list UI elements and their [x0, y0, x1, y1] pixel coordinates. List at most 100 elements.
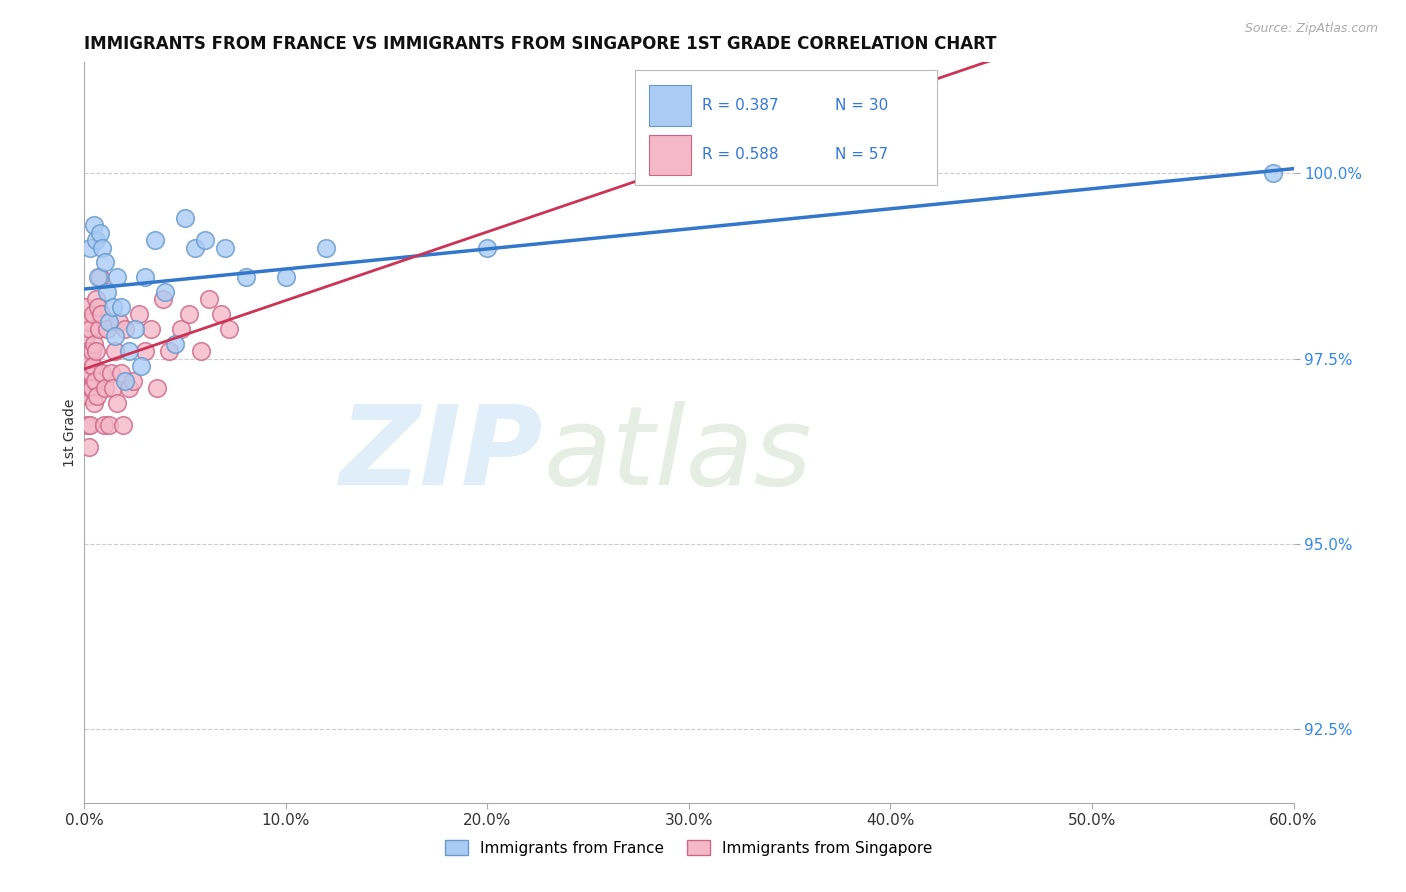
Point	[152, 293, 174, 307]
Point	[83, 219, 105, 233]
Point	[105, 270, 128, 285]
Point	[477, 241, 499, 255]
Point	[93, 418, 115, 433]
Point	[100, 367, 122, 381]
Point	[93, 255, 115, 269]
Text: IMMIGRANTS FROM FRANCE VS IMMIGRANTS FROM SINGAPORE 1ST GRADE CORRELATION CHART: IMMIGRANTS FROM FRANCE VS IMMIGRANTS FRO…	[84, 35, 997, 53]
Point	[91, 241, 114, 255]
Point	[75, 329, 97, 343]
Point	[96, 322, 118, 336]
Point	[77, 344, 100, 359]
Point	[75, 300, 97, 314]
Point	[179, 307, 201, 321]
Text: atlas: atlas	[544, 401, 813, 508]
Point	[91, 367, 114, 381]
Point	[101, 381, 124, 395]
Point	[274, 270, 297, 285]
Point	[86, 233, 108, 247]
Point	[114, 322, 136, 336]
Point	[134, 270, 156, 285]
Point	[174, 211, 197, 225]
Point	[80, 351, 103, 366]
Point	[124, 322, 146, 336]
Point	[76, 374, 98, 388]
Point	[79, 441, 101, 455]
FancyBboxPatch shape	[650, 85, 692, 126]
Point	[104, 329, 127, 343]
Point	[84, 293, 107, 307]
Point	[104, 344, 127, 359]
Point	[235, 270, 257, 285]
FancyBboxPatch shape	[650, 135, 692, 176]
Point	[87, 270, 110, 285]
Point	[89, 270, 111, 285]
Point	[83, 336, 105, 351]
Point	[79, 241, 101, 255]
Text: Source: ZipAtlas.com: Source: ZipAtlas.com	[1244, 22, 1378, 36]
Point	[105, 396, 128, 410]
Point	[139, 322, 162, 336]
Y-axis label: 1st Grade: 1st Grade	[63, 399, 77, 467]
Point	[214, 241, 236, 255]
Point	[146, 381, 169, 395]
Point	[111, 418, 134, 433]
Point	[165, 336, 187, 351]
Point	[76, 315, 98, 329]
FancyBboxPatch shape	[634, 70, 936, 185]
Point	[134, 344, 156, 359]
Point	[101, 300, 124, 314]
Point	[79, 322, 101, 336]
Text: ZIP: ZIP	[340, 401, 544, 508]
Point	[89, 322, 111, 336]
Text: N = 30: N = 30	[835, 98, 889, 113]
Point	[90, 307, 112, 321]
Point	[76, 418, 98, 433]
Point	[209, 307, 232, 321]
Point	[218, 322, 240, 336]
Point	[82, 359, 104, 373]
Point	[76, 351, 98, 366]
Point	[86, 389, 108, 403]
Point	[96, 285, 118, 299]
Point	[86, 344, 108, 359]
Point	[97, 315, 120, 329]
Point	[153, 285, 176, 299]
Point	[87, 300, 110, 314]
Point	[118, 381, 141, 395]
Point	[82, 307, 104, 321]
Point	[83, 396, 105, 410]
Point	[129, 359, 152, 373]
Text: N = 57: N = 57	[835, 147, 889, 162]
Legend: Immigrants from France, Immigrants from Singapore: Immigrants from France, Immigrants from …	[439, 834, 939, 862]
Point	[143, 233, 166, 247]
Point	[128, 307, 150, 321]
Point	[79, 418, 101, 433]
Point	[93, 381, 115, 395]
Point	[97, 418, 120, 433]
Point	[84, 374, 107, 388]
Point	[121, 374, 143, 388]
Point	[184, 241, 207, 255]
Point	[190, 344, 212, 359]
Point	[80, 381, 103, 395]
Point	[79, 367, 101, 381]
Point	[170, 322, 193, 336]
Text: R = 0.387: R = 0.387	[702, 98, 779, 113]
Point	[80, 381, 103, 395]
Point	[110, 367, 132, 381]
Text: R = 0.588: R = 0.588	[702, 147, 779, 162]
Point	[75, 351, 97, 366]
Point	[315, 241, 337, 255]
Point	[77, 381, 100, 395]
Point	[118, 344, 141, 359]
Point	[198, 293, 221, 307]
Point	[107, 315, 129, 329]
Point	[194, 233, 217, 247]
Point	[89, 226, 111, 240]
Point	[110, 300, 132, 314]
Point	[82, 344, 104, 359]
Point	[77, 389, 100, 403]
Point	[157, 344, 180, 359]
Point	[1263, 167, 1285, 181]
Point	[114, 374, 136, 388]
